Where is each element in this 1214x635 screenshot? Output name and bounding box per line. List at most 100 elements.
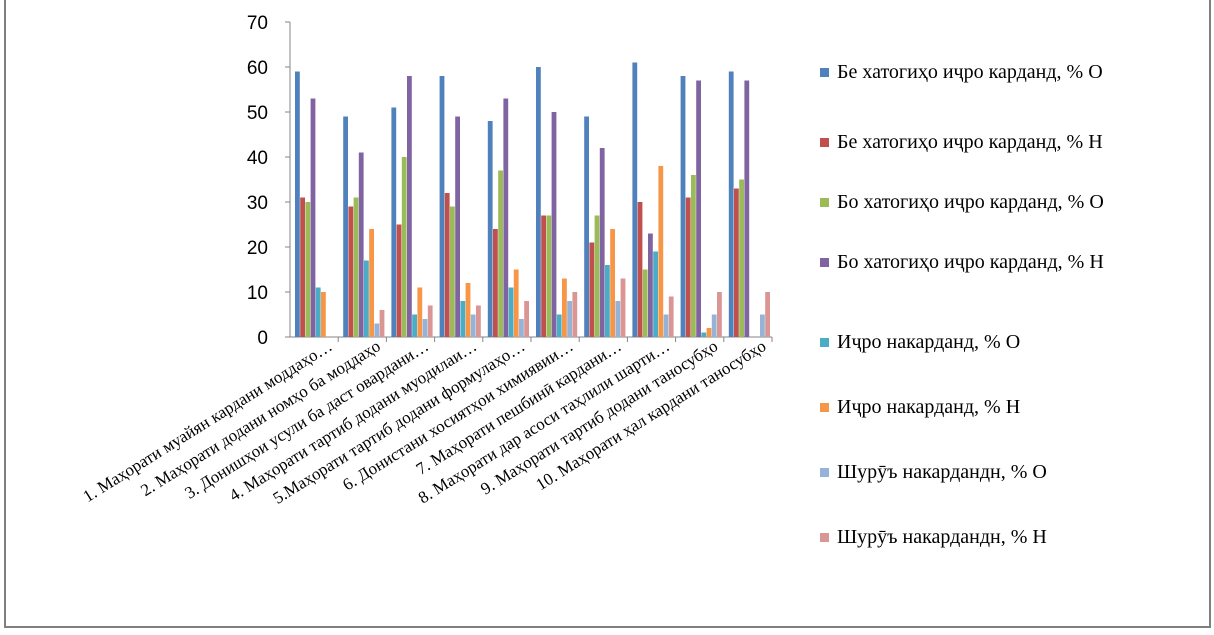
bar-7-series-8 [620, 278, 626, 337]
bar-3-series-5 [412, 314, 417, 337]
bar-5-series-1 [487, 121, 493, 337]
bar-3-series-7 [422, 319, 428, 337]
bar-chart-plot: 0 10 20 30 40 50 60 70 1. Маҳорати муайян карда… [80, 13, 773, 508]
y-tick-label: 20 [247, 238, 268, 259]
y-tick-label: 70 [247, 13, 268, 34]
frame-left-border [4, 0, 6, 628]
bar-9-series-7 [711, 314, 717, 337]
bar-5-series-6 [513, 269, 519, 337]
bar-9-series-2 [685, 197, 691, 337]
legend-label: Бо хатогиҳо иҷро карданд, % О [837, 191, 1104, 213]
bar-6-series-4 [551, 112, 557, 337]
legend-item: Бе хатогиҳо иҷро карданд, % О [820, 60, 1200, 84]
bar-4-series-1 [439, 76, 445, 337]
legend-label: Бе хатогиҳо иҷро карданд, % Н [837, 131, 1103, 153]
bar-1-series-4 [310, 98, 316, 337]
bar-2-series-3 [353, 197, 359, 337]
legend-swatch [820, 338, 829, 347]
chart-bars [295, 62, 770, 337]
y-tick-label: 0 [257, 328, 268, 349]
legend-label: Бо хатогиҳо иҷро карданд, % Н [837, 251, 1104, 273]
legend-label: Иҷро накарданд, % О [837, 331, 1021, 353]
legend-item: Шурӯъ накардандн, % О [820, 460, 1200, 484]
bar-8-series-5 [653, 251, 658, 337]
bar-1-series-5 [315, 287, 321, 337]
bar-2-series-5 [364, 260, 369, 337]
bar-10-series-7 [760, 314, 765, 337]
bar-7-series-7 [615, 301, 621, 337]
bar-1-series-1 [295, 71, 300, 337]
bar-6-series-6 [562, 278, 567, 337]
legend-label: Бе хатогиҳо иҷро карданд, % О [837, 61, 1103, 83]
bar-3-series-8 [427, 305, 433, 337]
bar-3-series-2 [396, 224, 402, 337]
legend-swatch [820, 403, 829, 412]
bar-2-series-2 [348, 206, 354, 337]
bar-8-series-8 [668, 296, 674, 337]
bar-7-series-3 [594, 215, 600, 337]
legend-swatch [820, 138, 829, 147]
y-tick-label: 50 [247, 103, 268, 124]
bar-9-series-6 [706, 328, 712, 337]
bar-10-series-4 [744, 80, 750, 337]
bar-1-series-3 [305, 202, 311, 337]
bar-10-series-2 [734, 188, 739, 337]
bar-9-series-5 [701, 332, 707, 337]
legend-swatch [820, 468, 829, 477]
bar-2-series-7 [374, 323, 380, 337]
bar-6-series-5 [556, 314, 562, 337]
bar-2-series-4 [358, 152, 364, 337]
legend-label: Шурӯъ накардандн, % О [837, 461, 1047, 483]
legend-item: Иҷро накарданд, % Н [820, 395, 1200, 419]
bar-6-series-2 [541, 215, 546, 337]
bar-1-series-6 [321, 292, 326, 337]
y-tick-label: 40 [247, 148, 268, 169]
bar-5-series-4 [503, 98, 509, 337]
bar-9-series-1 [680, 76, 686, 337]
bar-1-series-2 [300, 197, 305, 337]
legend-swatch [820, 533, 829, 542]
bar-4-series-3 [450, 206, 455, 337]
bar-5-series-3 [498, 170, 503, 337]
bar-9-series-3 [691, 175, 696, 337]
bar-3-series-3 [401, 157, 407, 337]
legend-label: Иҷро накарданд, % Н [837, 396, 1021, 418]
bar-8-series-3 [642, 269, 648, 337]
bar-7-series-6 [610, 229, 615, 337]
bar-2-series-1 [343, 116, 348, 337]
bar-10-series-8 [765, 292, 770, 337]
bar-6-series-7 [567, 301, 572, 337]
bar-5-series-8 [524, 301, 529, 337]
bar-6-series-1 [536, 67, 541, 337]
bar-9-series-8 [717, 292, 722, 337]
bar-7-series-5 [605, 265, 610, 337]
bar-5-series-7 [519, 319, 524, 337]
bar-10-series-3 [739, 179, 744, 337]
y-tick-label: 60 [247, 58, 268, 79]
bar-2-series-6 [369, 229, 374, 337]
legend-item: Бе хатогиҳо иҷро карданд, % Н [820, 130, 1200, 154]
bar-7-series-4 [599, 148, 605, 337]
bar-4-series-5 [460, 301, 466, 337]
bar-8-series-6 [658, 166, 664, 337]
y-tick-label: 10 [247, 283, 268, 304]
x-axis-ticks: 1. Маҳорати муайян кардани моддаҳо…2. Ма… [80, 336, 773, 508]
bar-6-series-8 [572, 292, 578, 337]
legend-swatch [820, 258, 829, 267]
bar-8-series-1 [632, 62, 638, 337]
bar-5-series-5 [508, 287, 514, 337]
bar-8-series-2 [637, 202, 643, 337]
bar-3-series-4 [407, 76, 412, 337]
legend-swatch [820, 68, 829, 77]
bar-4-series-4 [455, 116, 460, 337]
frame-right-border [1209, 0, 1211, 628]
legend-label: Шурӯъ накардандн, % Н [837, 526, 1047, 548]
bar-8-series-4 [648, 233, 653, 337]
bar-3-series-1 [391, 107, 397, 337]
legend-swatch [820, 198, 829, 207]
bar-7-series-1 [584, 116, 589, 337]
bar-6-series-3 [546, 215, 552, 337]
bar-7-series-2 [589, 242, 595, 337]
y-axis-ticks: 0 10 20 30 40 50 60 70 [247, 13, 290, 349]
